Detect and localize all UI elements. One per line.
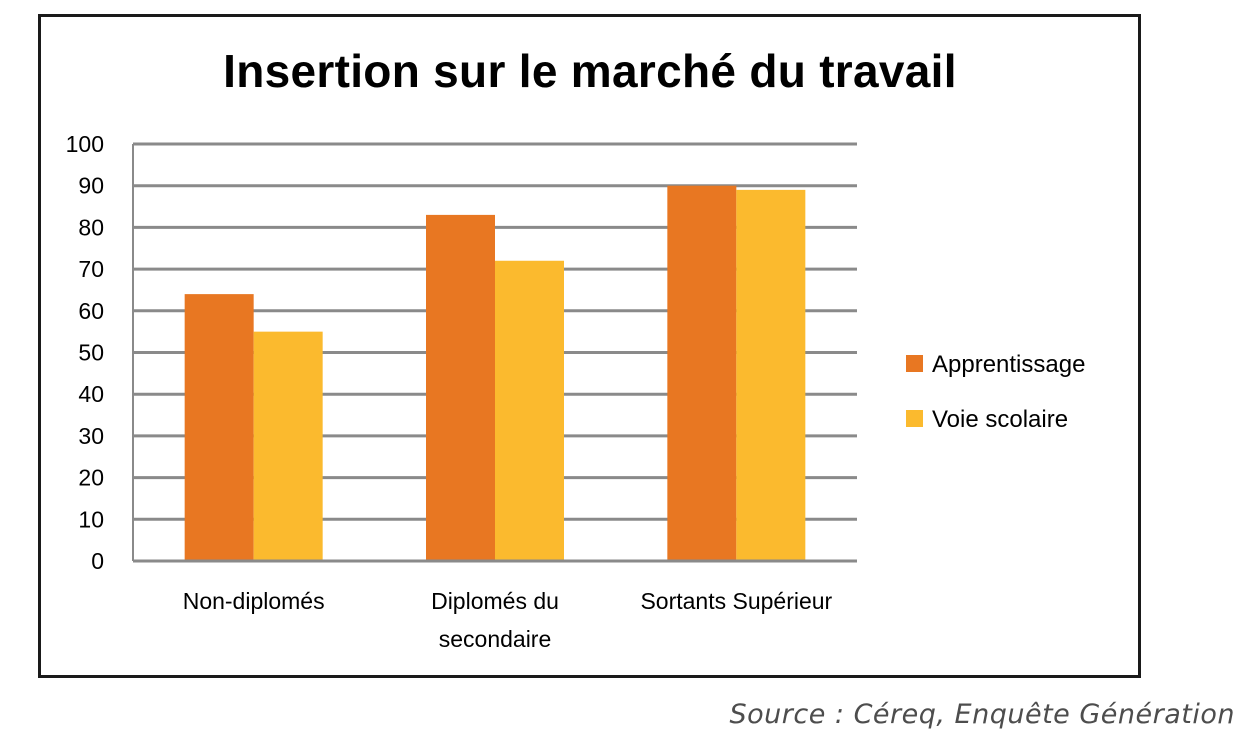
bar-voie-scolaire bbox=[736, 189, 806, 561]
y-tick-label: 0 bbox=[91, 548, 104, 574]
y-tick-label: 50 bbox=[78, 340, 104, 366]
x-category-label: Sortants Supérieur bbox=[640, 588, 832, 614]
legend-label: Voie scolaire bbox=[932, 406, 1068, 433]
source-note: Source : Céreq, Enquête Génération bbox=[729, 699, 1235, 730]
bar-apprentissage bbox=[667, 185, 737, 561]
y-tick-label: 70 bbox=[78, 256, 104, 282]
x-category-label: Non-diplomés bbox=[183, 588, 325, 614]
x-category-label: secondaire bbox=[439, 626, 552, 652]
bar-voie-scolaire bbox=[253, 331, 323, 561]
legend-label: Apprentissage bbox=[932, 351, 1085, 378]
y-tick-label: 60 bbox=[78, 298, 104, 324]
y-tick-label: 10 bbox=[78, 506, 104, 532]
y-tick-label: 80 bbox=[78, 214, 104, 240]
y-tick-label: 100 bbox=[66, 131, 104, 157]
legend-swatch bbox=[906, 410, 923, 427]
axis-labels: 0 10 20 30 40 50 60 70 80 90 100 Non-diplomés Diplom… bbox=[66, 131, 833, 652]
y-tick-label: 40 bbox=[78, 381, 104, 407]
bar-apprentissage bbox=[184, 294, 254, 561]
axes bbox=[132, 144, 857, 563]
legend: Apprentissage Voie scolaire bbox=[906, 351, 1085, 433]
y-tick-label: 30 bbox=[78, 423, 104, 449]
y-tick-label: 90 bbox=[78, 173, 104, 199]
x-category-label: Diplomés du bbox=[431, 588, 559, 614]
legend-swatch bbox=[906, 355, 923, 372]
bars bbox=[184, 185, 806, 561]
bar-voie-scolaire bbox=[495, 260, 564, 561]
chart-title: Insertion sur le marché du travail bbox=[223, 45, 957, 97]
y-tick-label: 20 bbox=[78, 465, 104, 491]
bar-apprentissage bbox=[426, 214, 495, 561]
